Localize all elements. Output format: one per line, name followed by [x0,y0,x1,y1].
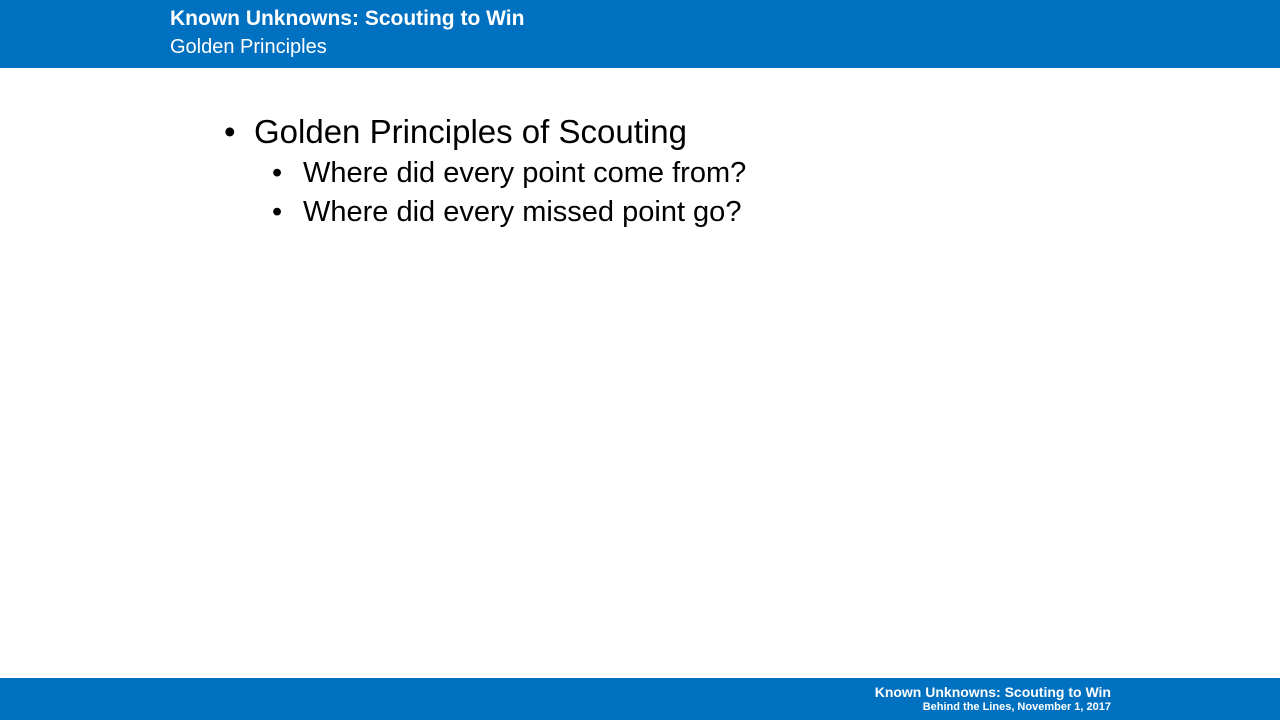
presentation-title: Known Unknowns: Scouting to Win [170,7,525,30]
header-bar: Known Unknowns: Scouting to Win Golden P… [0,0,1280,68]
main-bullet: • Golden Principles of Scouting [224,113,687,151]
footer-subtitle: Behind the Lines, November 1, 2017 [922,701,1111,713]
bullet-icon: • [272,196,283,228]
sub-bullet-text: Where did every missed point go? [303,196,742,228]
bullet-icon: • [272,157,283,189]
bullet-icon: • [224,113,236,150]
slide-title: Golden Principles [170,36,327,58]
main-bullet-text: Golden Principles of Scouting [254,113,687,150]
footer-title: Known Unknowns: Scouting to Win [874,684,1111,700]
sub-bullet: • Where did every point come from? [272,157,746,190]
sub-bullet-text: Where did every point come from? [303,157,747,189]
sub-bullet: • Where did every missed point go? [272,196,741,229]
footer-bar: Known Unknowns: Scouting to Win Behind t… [0,678,1280,720]
